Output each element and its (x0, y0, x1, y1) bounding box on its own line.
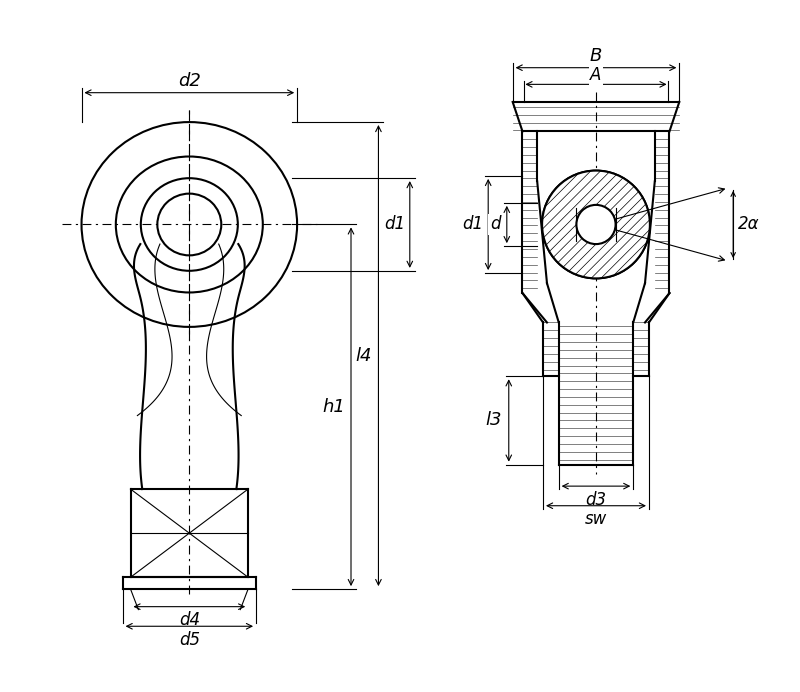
Text: d1: d1 (385, 215, 406, 233)
Text: d4: d4 (178, 611, 200, 630)
Text: l4: l4 (355, 347, 372, 365)
Text: 2α: 2α (738, 215, 760, 233)
Text: A: A (590, 66, 602, 84)
Text: h1: h1 (322, 398, 345, 416)
Circle shape (542, 171, 650, 278)
Text: l3: l3 (486, 412, 502, 430)
Text: d3: d3 (586, 491, 606, 509)
Text: sw: sw (585, 511, 607, 529)
Text: B: B (590, 47, 602, 65)
Text: d: d (490, 215, 500, 233)
Circle shape (576, 205, 615, 244)
Text: d1: d1 (462, 215, 483, 233)
Text: d2: d2 (178, 72, 201, 90)
Text: d5: d5 (178, 631, 200, 649)
